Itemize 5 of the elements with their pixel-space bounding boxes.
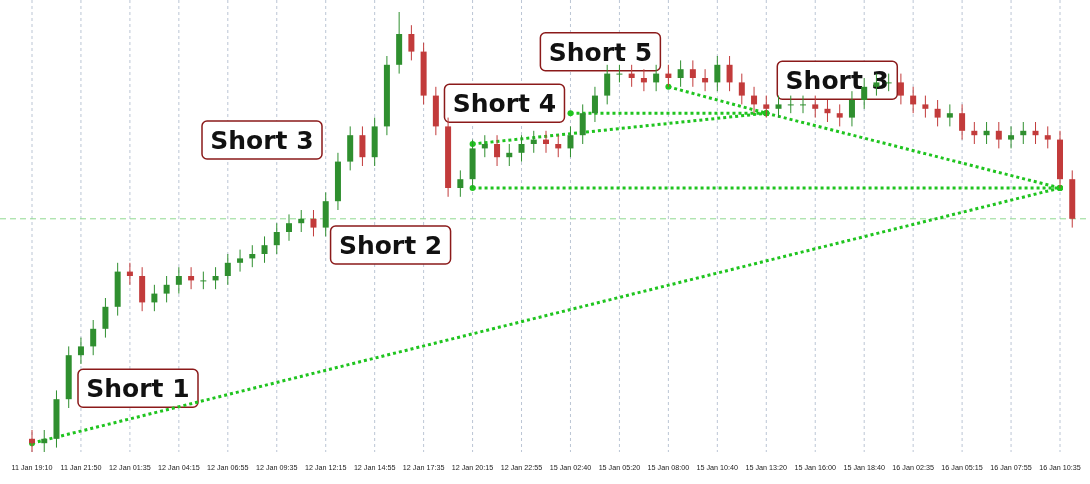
annotation: Short 4 — [452, 89, 557, 119]
annotation: Short 2 — [338, 231, 443, 260]
annotation: Short 1 — [86, 374, 190, 404]
annotation: Short 3 — [210, 126, 314, 155]
annotation: Short 5 — [548, 37, 653, 67]
